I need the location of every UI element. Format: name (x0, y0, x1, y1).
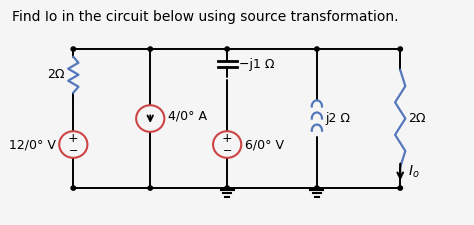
Circle shape (71, 47, 75, 51)
Text: 12/0° V: 12/0° V (9, 138, 55, 151)
Circle shape (315, 186, 319, 190)
Text: j2 Ω: j2 Ω (325, 112, 350, 125)
Text: −: − (222, 146, 232, 155)
Text: Find Io in the circuit below using source transformation.: Find Io in the circuit below using sourc… (12, 10, 399, 24)
Circle shape (148, 186, 153, 190)
Text: +: + (222, 132, 232, 145)
Text: 2Ω: 2Ω (409, 112, 426, 125)
Circle shape (398, 47, 402, 51)
Text: +: + (68, 132, 79, 145)
Circle shape (148, 47, 153, 51)
Text: 6/0° V: 6/0° V (245, 138, 284, 151)
Text: 2Ω: 2Ω (47, 68, 65, 81)
Text: −j1 Ω: −j1 Ω (239, 58, 274, 71)
Text: 4/0° A: 4/0° A (168, 109, 207, 122)
Circle shape (315, 47, 319, 51)
Circle shape (225, 186, 229, 190)
Circle shape (71, 186, 75, 190)
Circle shape (225, 47, 229, 51)
Text: −: − (69, 146, 78, 155)
Circle shape (398, 186, 402, 190)
Text: $I_o$: $I_o$ (408, 164, 419, 180)
